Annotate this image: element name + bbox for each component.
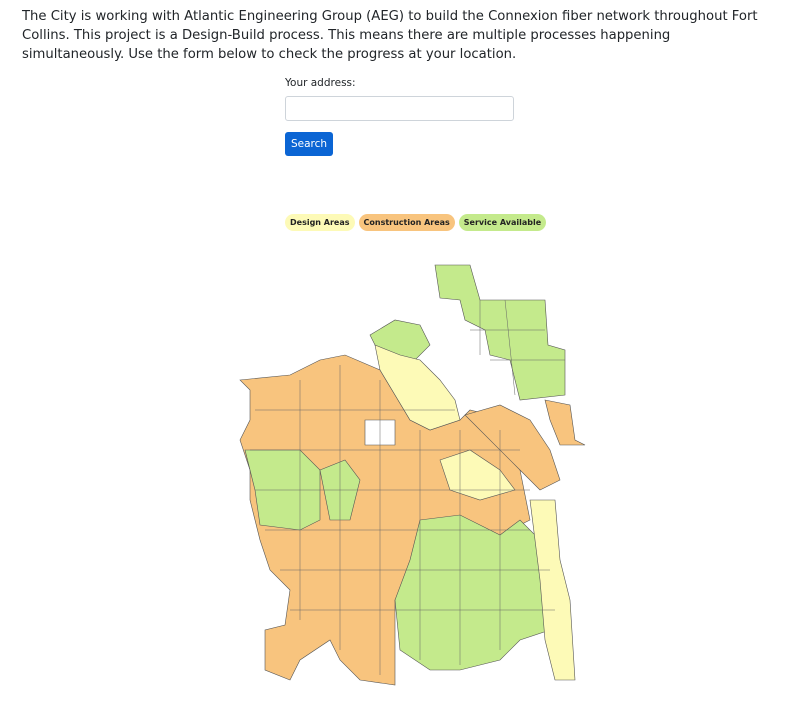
design-region [529, 499, 576, 681]
legend-item: Construction Areas [358, 214, 455, 231]
legend-item: Design Areas [285, 214, 355, 231]
design-region [374, 344, 461, 431]
legend-item: Service Available [458, 214, 547, 231]
map-gap [364, 419, 396, 446]
intro-text: The City is working with Atlantic Engine… [22, 9, 758, 62]
service-region [394, 514, 561, 671]
service-region [434, 264, 566, 401]
design-region [439, 449, 516, 501]
service-region [319, 459, 361, 521]
construction-region [239, 354, 531, 686]
parcel-lines [250, 299, 565, 675]
search-button[interactable]: Search [285, 132, 333, 156]
legend: Design Areas Construction Areas Service Av… [285, 214, 547, 231]
service-region [244, 449, 321, 531]
address-label: Your address: [285, 77, 356, 89]
construction-region [544, 399, 586, 446]
construction-region [464, 404, 561, 491]
address-input[interactable] [285, 96, 514, 121]
service-region [369, 319, 431, 361]
